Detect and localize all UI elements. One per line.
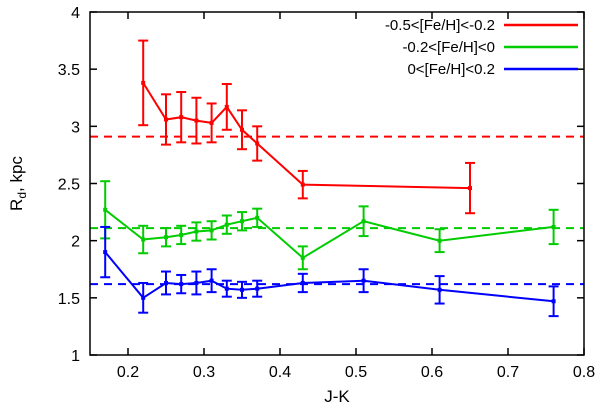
data-point xyxy=(224,222,229,227)
data-point xyxy=(300,255,305,260)
data-point xyxy=(179,232,184,237)
y-tick-label: 1 xyxy=(71,348,80,365)
data-point xyxy=(141,237,146,242)
data-point xyxy=(240,219,244,224)
data-point xyxy=(255,141,260,146)
data-point xyxy=(551,299,556,304)
data-point xyxy=(361,278,366,283)
legend-label: -0.2<[Fe/H]<0 xyxy=(402,39,495,56)
data-point xyxy=(209,120,214,125)
data-point xyxy=(300,280,305,285)
y-tick-label: 2 xyxy=(71,234,80,251)
data-point xyxy=(164,280,168,285)
data-point xyxy=(209,278,214,283)
data-point xyxy=(141,295,146,300)
reference-lines xyxy=(90,135,584,286)
x-tick-label: 0.6 xyxy=(421,364,443,381)
data-point xyxy=(255,215,260,220)
series-2 xyxy=(100,225,559,318)
data-point xyxy=(164,235,168,240)
data-point xyxy=(551,224,556,229)
x-axis-label: J-K xyxy=(324,387,350,406)
data-point xyxy=(255,286,260,291)
data-point xyxy=(194,229,199,234)
legend: -0.5<[Fe/H]<-0.2 -0.2<[Fe/H]<0 0<[Fe/H]<0.… xyxy=(385,17,578,78)
data-point xyxy=(141,80,146,85)
y-tick-label: 2.5 xyxy=(58,177,80,194)
data-point xyxy=(437,287,442,292)
data-point xyxy=(209,228,214,233)
x-tick-label: 0.3 xyxy=(193,364,215,381)
data-point xyxy=(224,104,229,109)
series-line xyxy=(142,82,471,190)
data-point xyxy=(103,250,108,255)
x-tick-label: 0.2 xyxy=(117,364,139,381)
series-0 xyxy=(138,39,475,215)
x-tick-label: 0.8 xyxy=(573,364,595,381)
data-point xyxy=(194,280,199,285)
y-tick-label: 3.5 xyxy=(58,62,80,79)
x-tick-label: 0.5 xyxy=(345,364,367,381)
y-tick-label: 3 xyxy=(71,119,80,136)
x-tick-label: 0.4 xyxy=(269,364,291,381)
data-point xyxy=(224,286,229,291)
data-point xyxy=(437,238,442,243)
data-point xyxy=(103,207,108,212)
data-point xyxy=(361,219,366,224)
data-point xyxy=(240,287,244,292)
y-axis-label: Rd, kpc xyxy=(7,156,29,211)
legend-label: 0<[Fe/H]<0.2 xyxy=(407,61,495,78)
data-point xyxy=(179,282,184,287)
data-point xyxy=(300,182,305,187)
axis-ticks: 0.2 0.3 0.4 0.5 0.6 0.7 0.8 1 1.5 2 2.5 3 3.5 4 xyxy=(58,5,595,381)
data-point xyxy=(468,186,472,191)
series-1 xyxy=(100,180,559,271)
data-point xyxy=(179,115,184,120)
data-point xyxy=(164,117,168,122)
x-tick-label: 0.7 xyxy=(497,364,519,381)
data-point xyxy=(194,118,199,123)
data-point xyxy=(240,127,244,132)
y-tick-label: 4 xyxy=(71,5,80,22)
y-tick-label: 1.5 xyxy=(58,291,80,308)
legend-label: -0.5<[Fe/H]<-0.2 xyxy=(385,17,495,34)
